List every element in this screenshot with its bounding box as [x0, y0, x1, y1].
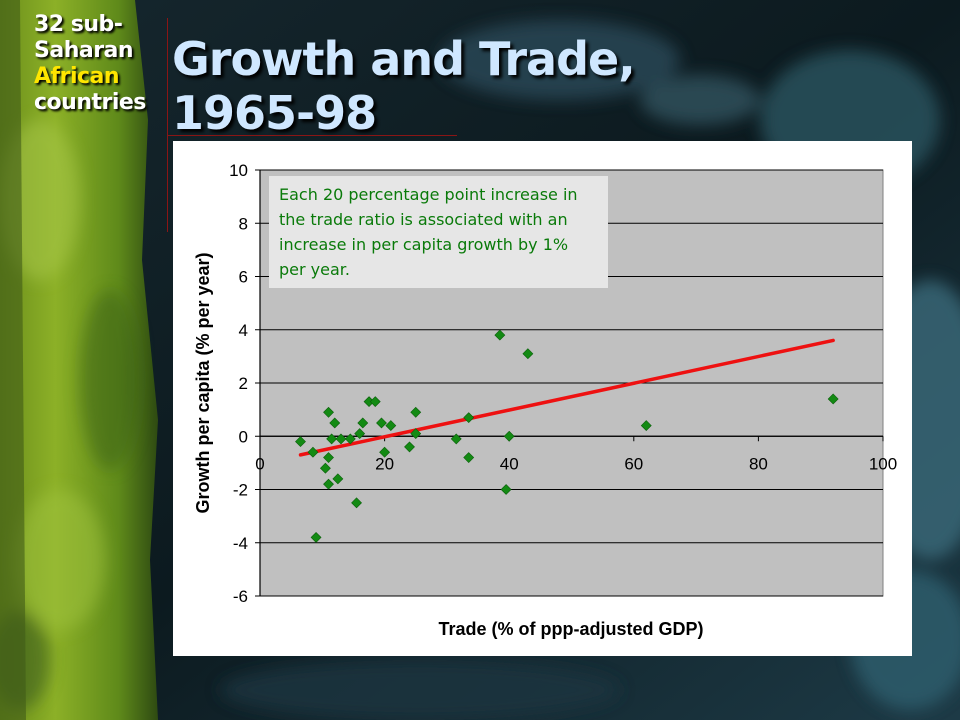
data-point — [376, 417, 387, 429]
y-tick-label: 4 — [239, 321, 248, 340]
data-point — [500, 484, 512, 495]
trendline — [298, 338, 835, 457]
y-tick-label: -2 — [233, 481, 248, 500]
x-tick-label: 20 — [375, 454, 394, 473]
y-tick-label: -6 — [233, 587, 248, 606]
slide-title-line-1: Growth and Trade, — [172, 32, 636, 86]
side-title-line-2: Saharan — [34, 38, 134, 63]
annotation-box — [269, 176, 608, 288]
data-point — [351, 497, 362, 509]
x-tick-label: 40 — [500, 454, 519, 473]
data-point — [463, 452, 475, 463]
data-point — [410, 406, 422, 418]
annotation-container: Each 20 percentage point increase in the… — [279, 185, 578, 279]
data-point — [410, 428, 422, 440]
data-point — [344, 433, 356, 445]
data-point — [640, 420, 652, 432]
annotation-text: Each 20 percentage point increase in the… — [279, 185, 578, 279]
data-point — [307, 446, 319, 458]
y-axis-label: Growth per capita (% per year) — [193, 252, 213, 513]
data-point — [332, 473, 344, 485]
data-point — [404, 441, 415, 453]
data-point — [310, 532, 322, 543]
data-point — [295, 436, 306, 447]
trendline-group — [298, 338, 835, 457]
y-tick-label: 8 — [239, 214, 248, 233]
x-tick-label: 100 — [869, 454, 897, 473]
data-point — [503, 430, 515, 442]
side-title: 32 sub- Saharan African countries — [34, 12, 174, 116]
data-point — [522, 348, 534, 360]
y-tick-label: 2 — [239, 374, 248, 393]
side-title-line-1: 32 sub- — [34, 12, 123, 37]
slide-title-line-2: 1965-98 — [172, 86, 377, 140]
data-point — [385, 420, 397, 432]
data-point — [323, 478, 334, 490]
data-point — [319, 462, 331, 474]
data-point — [323, 452, 334, 463]
y-tick-label: 6 — [239, 268, 248, 287]
side-title-line-4: countries — [34, 90, 146, 115]
y-axis-ticks: 10 8 6 4 2 0 -2 -4 -6 — [229, 161, 261, 606]
data-point — [463, 412, 475, 424]
data-point — [494, 329, 506, 341]
data-point — [379, 446, 391, 458]
scatter-chart: 0 20 40 60 80 100 10 8 6 4 2 0 -2 -4 -6 Each 20 perce… — [173, 141, 912, 656]
data-point — [326, 433, 338, 445]
data-point — [827, 393, 839, 405]
data-point — [329, 417, 341, 429]
x-tick-label: 60 — [624, 454, 643, 473]
data-points — [295, 329, 839, 543]
data-point — [354, 428, 366, 440]
title-divider-vertical — [167, 18, 168, 232]
x-axis-label: Trade (% of ppp-adjusted GDP) — [438, 619, 703, 639]
slide-title: Growth and Trade, 1965-98 — [172, 32, 692, 140]
data-point — [369, 396, 381, 408]
data-point — [323, 406, 334, 418]
data-point — [335, 433, 347, 445]
side-title-line-3: African — [34, 64, 120, 89]
data-point — [450, 433, 462, 445]
data-point — [357, 417, 369, 429]
y-tick-label: -4 — [233, 534, 248, 553]
title-divider-horizontal — [167, 135, 457, 136]
x-tick-label: 80 — [749, 454, 768, 473]
y-tick-label: 0 — [239, 427, 248, 446]
y-tick-label: 10 — [229, 161, 248, 180]
